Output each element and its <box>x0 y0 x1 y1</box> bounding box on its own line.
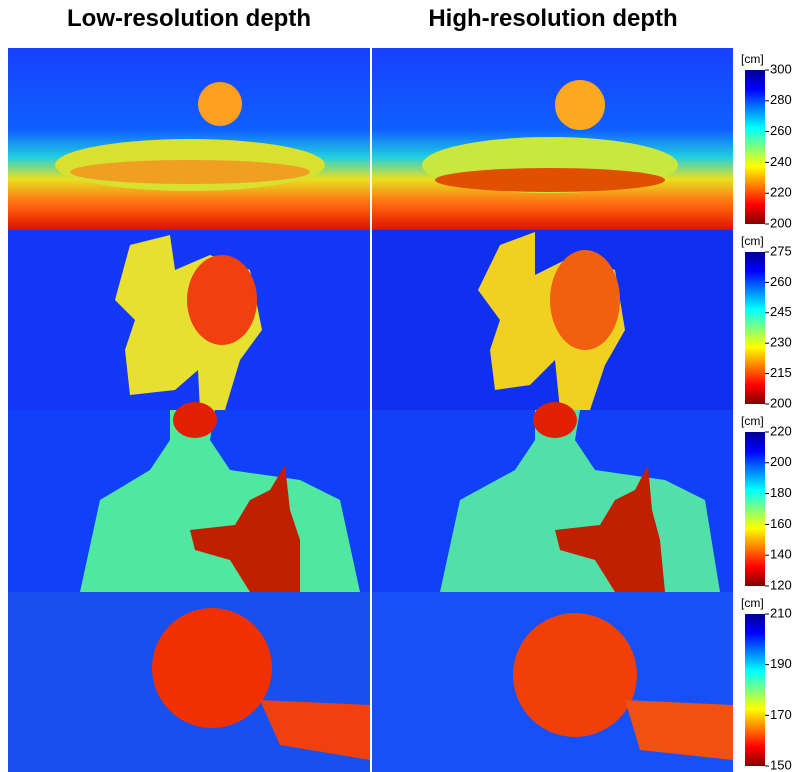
colorbar <box>745 432 765 586</box>
colorbar-tick-label: 215 <box>770 365 792 380</box>
colorbar-tick-label: 140 <box>770 547 792 562</box>
colorbar-tick-label: 240 <box>770 154 792 169</box>
colorbar-tick-label: 210 <box>770 605 792 620</box>
colorbar-tick-label: 230 <box>770 335 792 350</box>
colorbar <box>745 614 765 766</box>
high-res-panels <box>372 48 733 772</box>
colorbar-unit: [cm] <box>741 52 764 66</box>
colorbar-tick-label: 220 <box>770 423 792 438</box>
colorbar-tick-label: 245 <box>770 304 792 319</box>
colorbar-tick-label: 260 <box>770 274 792 289</box>
colorbar <box>745 252 765 404</box>
colorbar-tick-label: 280 <box>770 92 792 107</box>
column-title: High-resolution depth <box>428 5 677 32</box>
colorbar-tick-label: 260 <box>770 123 792 138</box>
colorbar-tick-label: 275 <box>770 243 792 258</box>
colorbar-unit: [cm] <box>741 414 764 428</box>
colorbar-tick-label: 300 <box>770 61 792 76</box>
colorbar-tick-label: 200 <box>770 395 792 410</box>
colorbar-tick-label: 160 <box>770 516 792 531</box>
colorbar-tick-label: 200 <box>770 454 792 469</box>
colorbar-tick-label: 190 <box>770 656 792 671</box>
colorbar-tick-label: 120 <box>770 577 792 592</box>
colorbar-tick-label: 200 <box>770 215 792 230</box>
colorbar-tick-label: 220 <box>770 185 792 200</box>
colorbar-unit: [cm] <box>741 596 764 610</box>
column-title: Low-resolution depth <box>67 5 311 32</box>
colorbar-tick-label: 180 <box>770 485 792 500</box>
colorbar <box>745 70 765 224</box>
colorbar-unit: [cm] <box>741 234 764 248</box>
colorbar-tick-label: 170 <box>770 707 792 722</box>
low-res-panels <box>8 48 370 772</box>
colorbar-tick-label: 150 <box>770 757 792 772</box>
